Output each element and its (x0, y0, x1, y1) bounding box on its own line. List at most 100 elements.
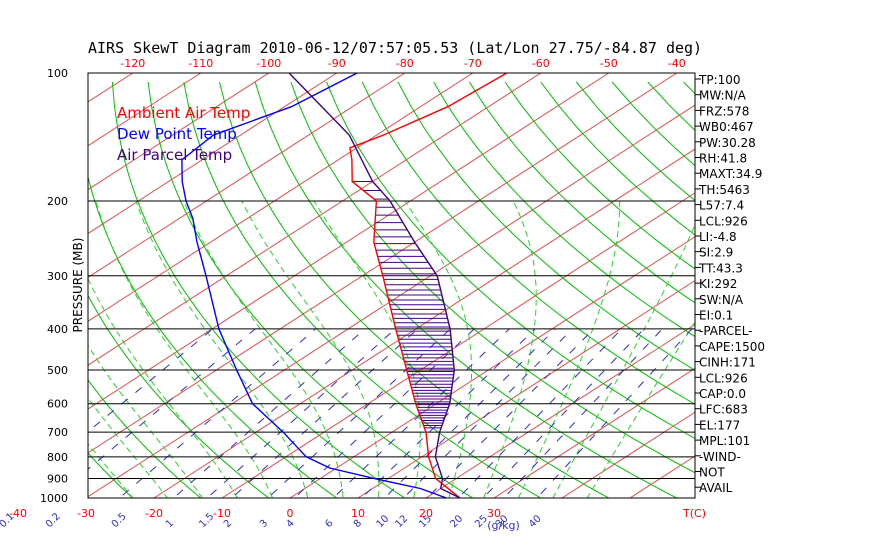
axis-labels: 1002003004005006007008009001000-50-40-30… (0, 57, 706, 532)
moist-adiabat-line (88, 443, 134, 498)
pressure-tick-label: 900 (47, 473, 68, 486)
dry-adiabat-line (111, 81, 406, 498)
mixing-ratio-line (482, 328, 645, 498)
dry-adiabat-line (88, 294, 270, 498)
index-label: AVAIL (699, 481, 733, 495)
background-lines (0, 73, 870, 507)
isotherm-line (493, 367, 695, 498)
index-label: MW:N/A (699, 89, 747, 103)
mixing-ratio-tick-label: 20 (448, 513, 465, 530)
mixing-ratio-line (426, 328, 595, 498)
mixing-ratio-line (293, 328, 475, 498)
dry-adiabat-line (433, 81, 695, 338)
isotherm-line (88, 73, 678, 454)
cape-hatching (352, 180, 455, 429)
index-label: TT:43.3 (698, 261, 743, 275)
dry-adiabat-line (791, 82, 870, 507)
index-label: MAXT:34.9 (699, 167, 762, 181)
dry-adiabat-line (147, 81, 474, 498)
mixing-ratio-tick-label: 0.5 (110, 511, 129, 530)
mixing-ratio-line (457, 328, 623, 498)
mixing-ratio-unit-label: (g/kg) (487, 519, 520, 532)
mixing-ratio-line (231, 328, 419, 498)
isotherm-line (88, 73, 338, 235)
dry-adiabat-line (468, 81, 695, 304)
moist-adiabat-line (135, 200, 309, 498)
legend-entry: Dew Point Temp (117, 125, 237, 143)
index-label: WB0:467 (699, 120, 754, 134)
dry-adiabat-line (88, 452, 134, 498)
pressure-tick-label: 1000 (40, 492, 68, 505)
series-line-air-parcel-temp (288, 73, 461, 498)
mixing-ratio-tick-label: 40 (527, 513, 544, 530)
mixing-ratio-line (267, 328, 451, 498)
moist-adiabat-line (517, 200, 621, 498)
pressure-tick-label: 400 (47, 323, 68, 336)
index-label: NOT (699, 466, 725, 480)
dry-adiabat-line (862, 82, 870, 507)
index-label: KI:292 (699, 277, 737, 291)
profile-lines (181, 73, 508, 498)
index-label: LI:-4.8 (699, 230, 737, 244)
mixing-ratio-tick-label: 12 (394, 513, 411, 530)
mixing-ratio-tick-label: 10 (375, 513, 392, 530)
top-temp-tick-label: -110 (188, 57, 213, 70)
pressure-tick-label: 600 (47, 398, 68, 411)
mixing-ratio-tick-label: 3 (258, 518, 270, 530)
top-temp-tick-label: -60 (532, 57, 550, 70)
moist-adiabat-line (552, 223, 695, 498)
dry-adiabat-line (290, 81, 695, 474)
moist-adiabat-line (95, 200, 274, 498)
pressure-tick-label: 500 (47, 364, 68, 377)
moist-adiabat-line (241, 200, 380, 498)
isotherm-line (153, 148, 695, 498)
mixing-ratio-tick-label: 2 (222, 518, 234, 530)
moist-adiabat-line (183, 200, 344, 498)
dry-adiabat-line (326, 81, 695, 440)
dry-adiabat-line (826, 82, 870, 507)
isotherm-line (357, 279, 695, 498)
pressure-tick-label: 800 (47, 451, 68, 464)
top-temp-tick-label: -100 (256, 57, 281, 70)
x-axis-label: T(C) (682, 507, 706, 520)
mixing-ratio-tick-label: 4 (285, 518, 297, 530)
mixing-ratio-line (332, 328, 510, 498)
index-label: CAP:0.0 (699, 387, 746, 401)
bottom-temp-tick-label: 0 (287, 507, 294, 520)
mixing-ratio-tick-label: 1 (164, 518, 176, 530)
y-axis-label: PRESSURE (MB) (71, 238, 85, 333)
dry-adiabat-line (755, 82, 870, 507)
mixing-ratio-tick-label: 0.2 (44, 511, 63, 530)
chart-title: AIRS SkewT Diagram 2010-06-12/07:57:05.5… (88, 39, 702, 57)
dry-adiabat-line (183, 81, 542, 498)
top-temp-tick-label: -120 (120, 57, 145, 70)
legend-entry: Ambient Air Temp (117, 104, 250, 122)
dry-adiabat-line (88, 379, 202, 498)
index-label: SI:2.9 (699, 246, 733, 260)
mixing-ratio-line (172, 328, 366, 498)
index-label: -WIND- (699, 450, 741, 464)
bottom-temp-tick-label: 10 (351, 507, 365, 520)
pressure-tick-label: 200 (47, 195, 68, 208)
mixing-ratio-line (206, 328, 396, 498)
mixing-ratio-line (383, 328, 556, 498)
series-line-ambient-air-temp (349, 73, 508, 498)
isotherm-line (88, 73, 202, 147)
isotherm-line (221, 192, 695, 498)
legend-entry: Air Parcel Temp (117, 146, 232, 164)
bottom-temp-tick-label: -40 (9, 507, 27, 520)
dry-adiabat-line (504, 81, 695, 270)
dry-adiabat-line (361, 81, 695, 405)
index-label: EL:177 (699, 418, 740, 432)
index-label: EI:0.1 (699, 309, 733, 323)
index-label: -PARCEL- (699, 324, 753, 338)
dry-adiabat-line (0, 82, 74, 507)
isotherm-line (425, 323, 695, 498)
moist-adiabat-line (483, 200, 537, 498)
index-label: FRZ:578 (699, 104, 749, 118)
index-label: LCL:926 (699, 214, 748, 228)
bottom-temp-tick-label: 30 (487, 507, 501, 520)
pressure-tick-label: 100 (47, 67, 68, 80)
top-temp-tick-label: -50 (600, 57, 618, 70)
